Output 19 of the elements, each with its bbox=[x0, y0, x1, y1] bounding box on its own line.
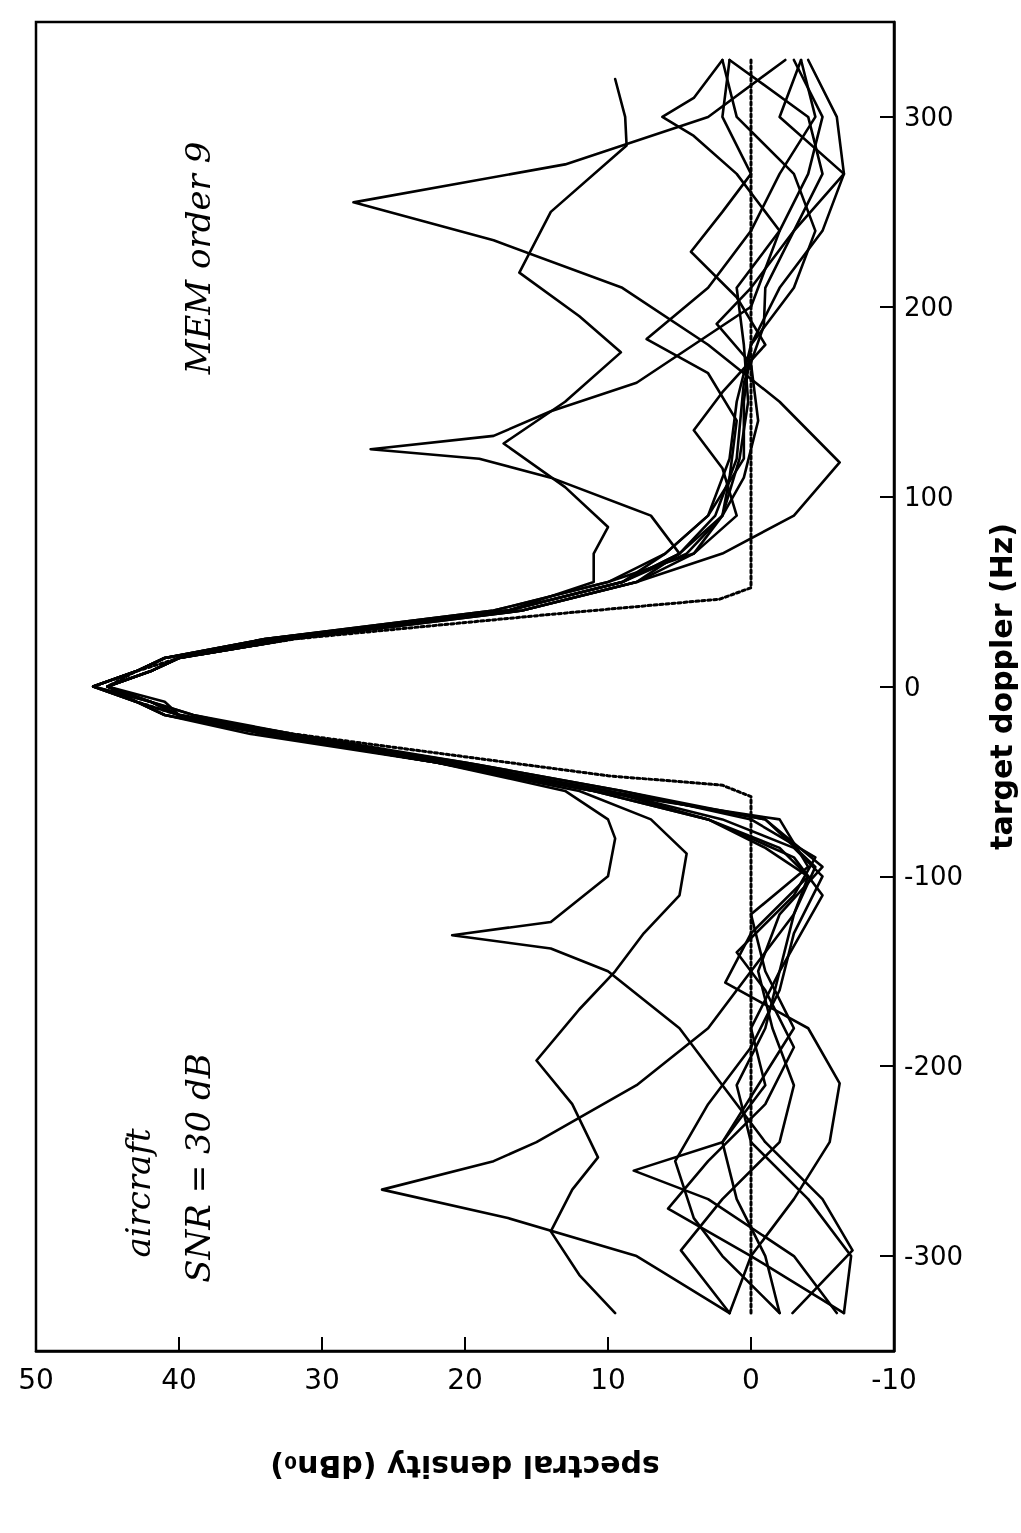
annotation: aircraft bbox=[118, 1128, 158, 1258]
x-tick-label: 40 bbox=[161, 1362, 197, 1396]
y-tick-label: 100 bbox=[904, 481, 954, 512]
y-tick-label: 0 bbox=[904, 671, 921, 702]
y-tick-label: 200 bbox=[904, 291, 954, 322]
y-axis-title: target doppler (Hz) bbox=[983, 523, 1019, 850]
y-tick-label: -300 bbox=[904, 1241, 964, 1272]
x-tick-label: 20 bbox=[447, 1362, 483, 1396]
x-tick-label: 0 bbox=[742, 1362, 760, 1396]
y-tick-label: 300 bbox=[904, 101, 954, 132]
x-tick-label: 50 bbox=[18, 1362, 54, 1396]
x-axis-title: spectral density (dBn₀) bbox=[270, 1448, 660, 1484]
annotation: MEM order 9 bbox=[178, 141, 218, 376]
annotation: SNR = 30 dB bbox=[178, 1053, 218, 1283]
x-tick-label: -10 bbox=[871, 1362, 917, 1396]
x-tick-label: 30 bbox=[304, 1362, 340, 1396]
y-tick-label: -100 bbox=[904, 861, 964, 892]
x-tick-label: 10 bbox=[590, 1362, 626, 1396]
y-tick-label: -200 bbox=[904, 1051, 964, 1082]
